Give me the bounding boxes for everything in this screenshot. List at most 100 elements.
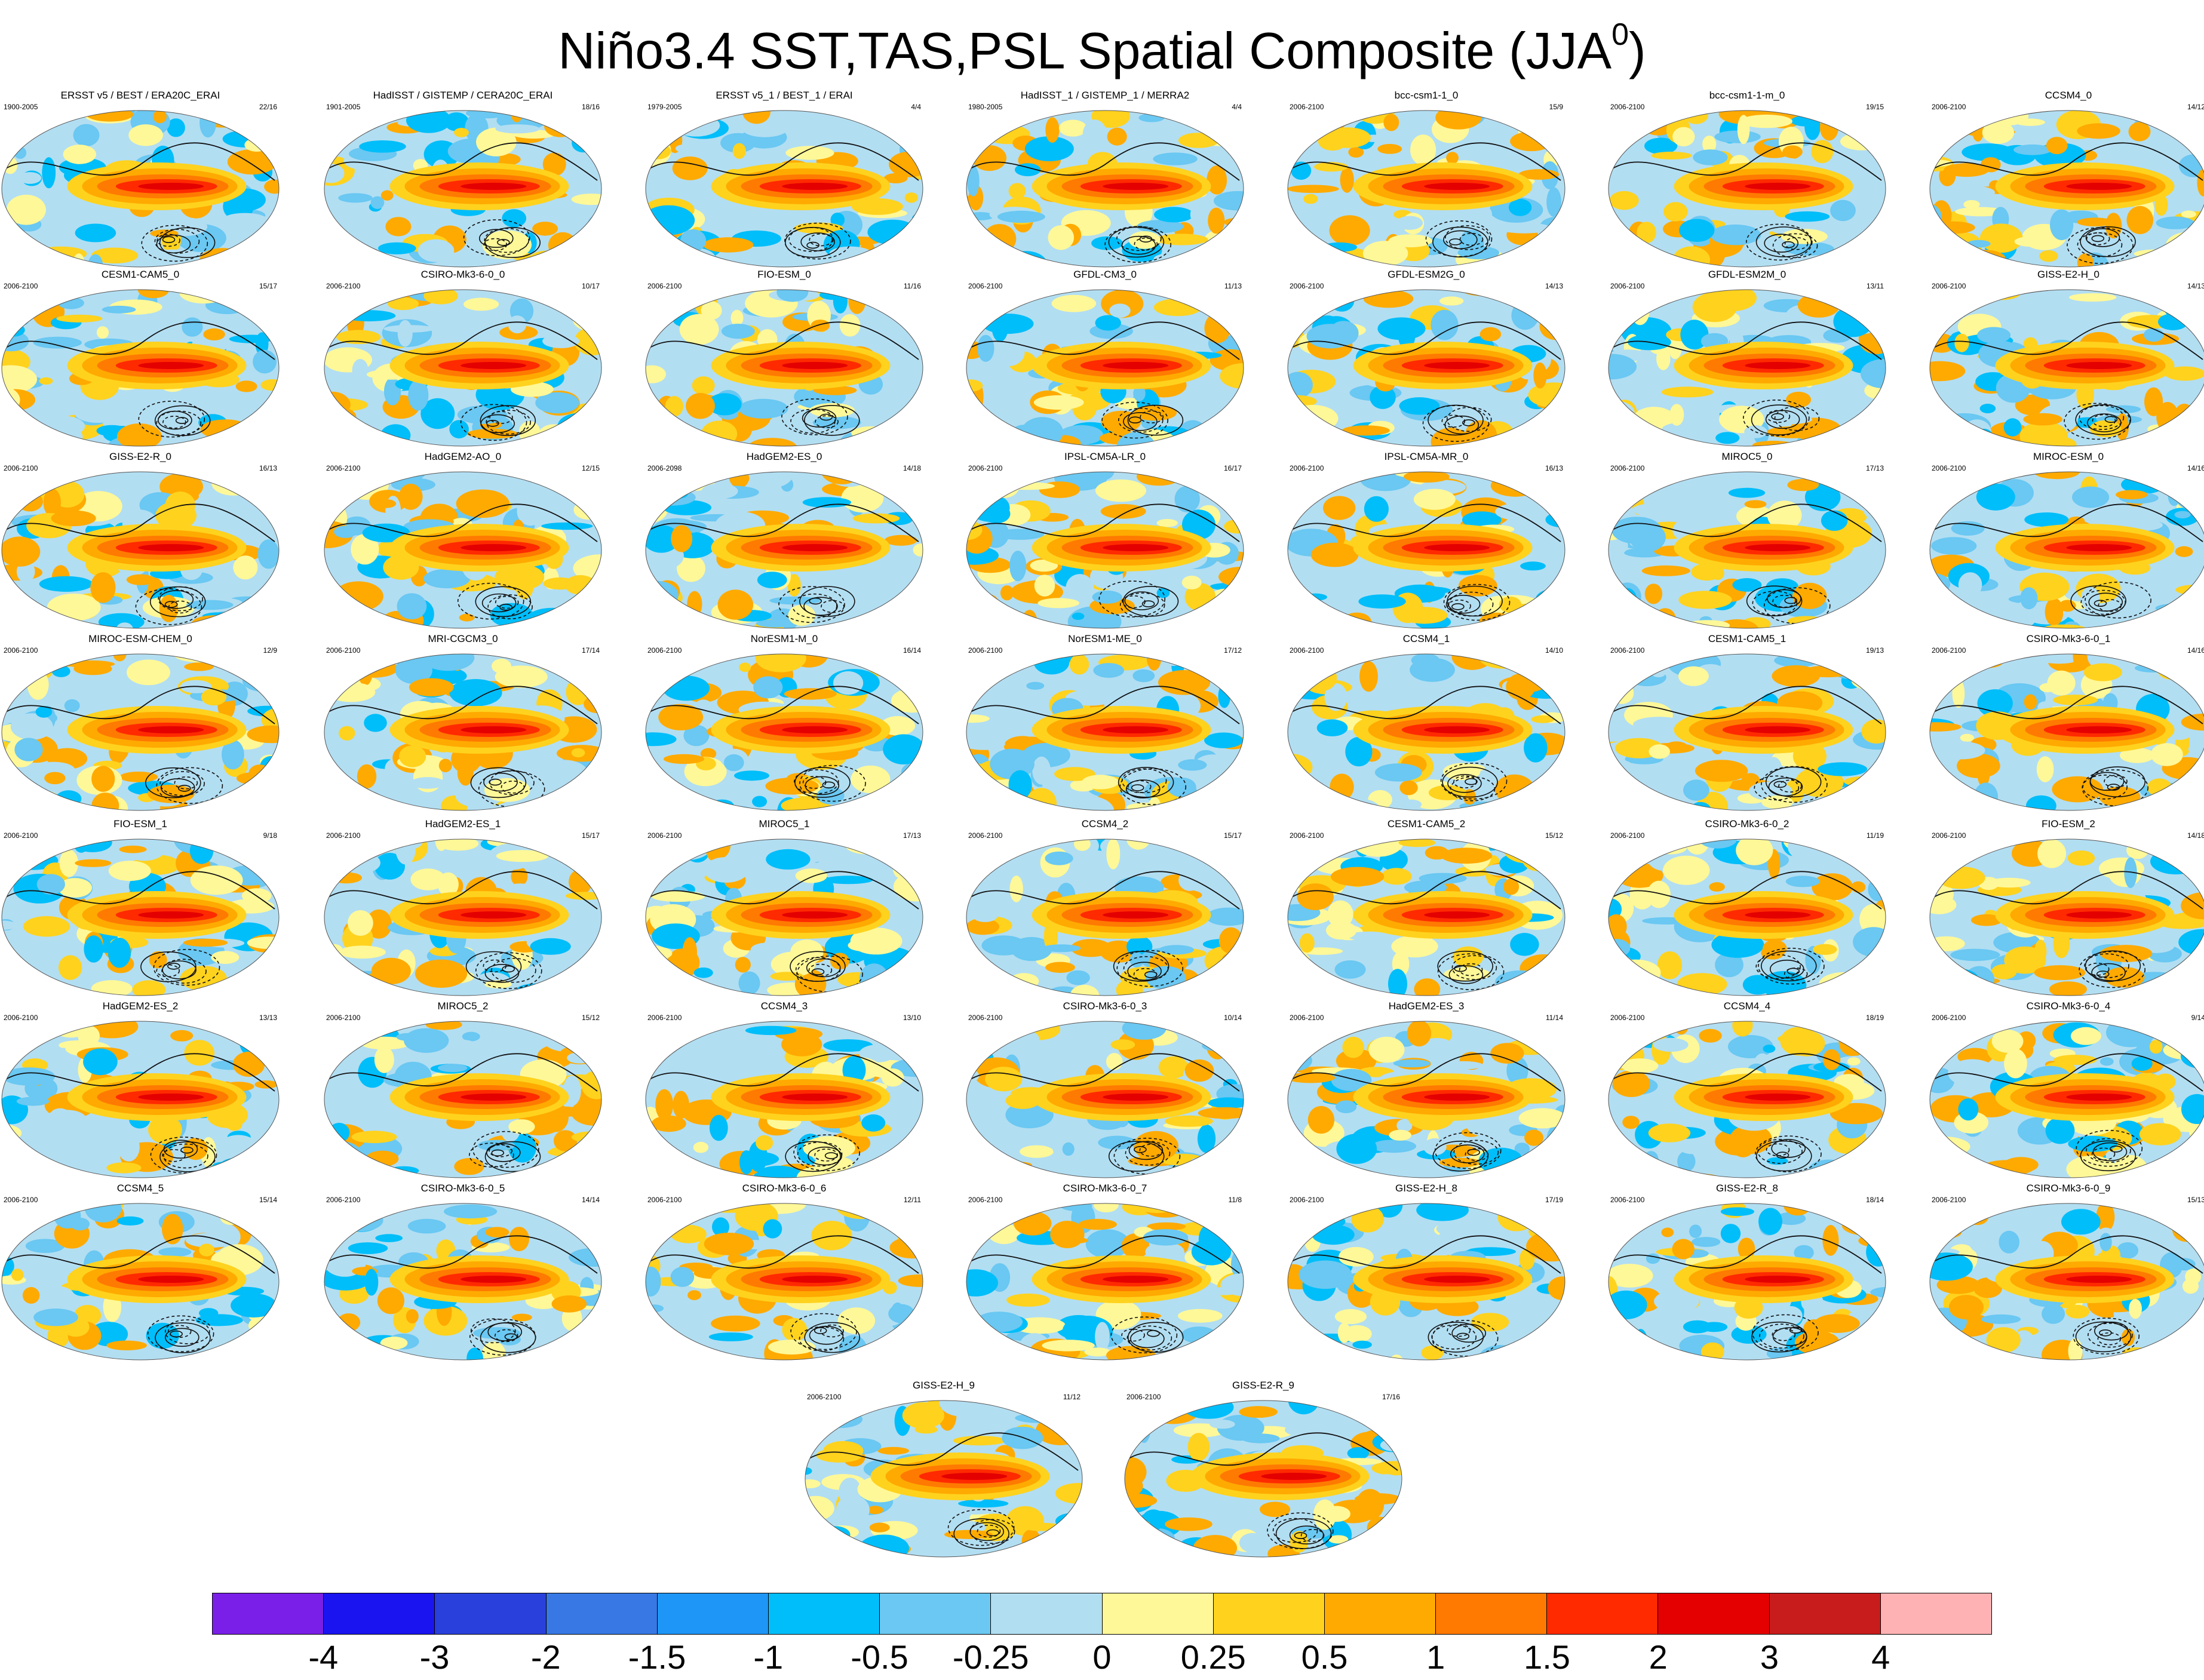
panel-title: FIO-ESM_1 <box>113 818 167 830</box>
panel-event-count: 12/15 <box>581 464 600 472</box>
panel-event-count: 11/13 <box>1224 282 1242 290</box>
panel-years: 2006-2100 <box>807 1393 842 1401</box>
panel-years: 2006-2100 <box>1932 831 1966 840</box>
panel-event-count: 14/18 <box>903 464 921 472</box>
page-title: Niño3.4 SST,TAS,PSL Spatial Composite (J… <box>558 17 1646 80</box>
composite-map <box>1 471 280 629</box>
panel-years: 2006-2100 <box>1610 103 1645 111</box>
map-panel: GISS-E2-R_9 2006-2100 17/16 <box>1123 1380 1404 1559</box>
panel-years: 2006-2100 <box>968 282 1003 290</box>
panel-event-count: 13/10 <box>903 1013 921 1022</box>
colorbar-box <box>1658 1593 1770 1634</box>
colorbar-tick-label: -3 <box>419 1638 450 1676</box>
panel-event-count: 17/13 <box>903 831 921 840</box>
composite-map <box>324 471 602 629</box>
panel-event-count: 12/9 <box>263 646 277 655</box>
map-panel: GISS-E2-H_9 2006-2100 11/12 <box>803 1380 1084 1559</box>
panel-event-count: 9/18 <box>263 831 277 840</box>
composite-map <box>645 110 923 268</box>
composite-map <box>966 471 1244 629</box>
composite-map <box>1608 1021 1886 1178</box>
panel-title: MIROC-ESM_0 <box>2033 451 2104 462</box>
map-panel: bcc-csm1-1_0 2006-2100 15/9 <box>1286 90 1567 269</box>
panel-years: 2006-2100 <box>326 282 361 290</box>
map-panel: GISS-E2-R_8 2006-2100 18/14 <box>1607 1183 1887 1362</box>
panel-years: 2006-2100 <box>4 646 38 655</box>
panel-title: CSIRO-Mk3-6-0_9 <box>2026 1183 2111 1194</box>
colorbar-box <box>1324 1593 1436 1634</box>
panel-years: 2006-2100 <box>1290 282 1324 290</box>
panel-title: CCSM4_0 <box>2045 90 2092 101</box>
panel-years: 2006-2100 <box>647 646 682 655</box>
panel-title: MIROC5_0 <box>1721 451 1773 462</box>
composite-map <box>324 289 602 447</box>
panel-title: HadISST_1 / GISTEMP_1 / MERRA2 <box>1020 90 1190 101</box>
map-panel: GFDL-ESM2M_0 2006-2100 13/11 <box>1607 269 1887 448</box>
panel-title: CSIRO-Mk3-6-0_6 <box>742 1183 827 1194</box>
composite-map <box>1608 471 1886 629</box>
panel-event-count: 4/4 <box>1232 103 1242 111</box>
colorbar-tick-label: -1.5 <box>628 1638 686 1676</box>
map-panel: MIROC5_1 2006-2100 17/13 <box>644 818 925 997</box>
composite-map <box>1929 1021 2204 1178</box>
composite-map <box>324 1021 602 1178</box>
map-panel: HadGEM2-ES_1 2006-2100 15/17 <box>323 818 603 997</box>
colorbar-tick-label: -1 <box>753 1638 784 1676</box>
panel-title: CSIRO-Mk3-6-0_1 <box>2026 633 2111 644</box>
panel-title: FIO-ESM_2 <box>2042 818 2095 830</box>
colorbar-tick-label: -0.5 <box>851 1638 908 1676</box>
panel-years: 2006-2100 <box>968 1013 1003 1022</box>
panel-title: MRI-CGCM3_0 <box>428 633 498 644</box>
panel-event-count: 16/13 <box>1545 464 1563 472</box>
colorbar <box>212 1593 1992 1635</box>
panel-years: 2006-2100 <box>968 464 1003 472</box>
composite-map <box>1929 653 2204 811</box>
map-panel: CSIRO-Mk3-6-0_0 2006-2100 10/17 <box>323 269 603 448</box>
composite-map <box>645 1021 923 1178</box>
panel-title: bcc-csm1-1-m_0 <box>1709 90 1785 101</box>
panel-event-count: 15/12 <box>1545 831 1563 840</box>
panel-title: IPSL-CM5A-MR_0 <box>1384 451 1469 462</box>
map-panel: HadGEM2-ES_2 2006-2100 13/13 <box>0 1000 281 1180</box>
composite-map <box>1 110 280 268</box>
panel-title: bcc-csm1-1_0 <box>1394 90 1459 101</box>
composite-map <box>1 1021 280 1178</box>
map-panel: FIO-ESM_0 2006-2100 11/16 <box>644 269 925 448</box>
map-panel: CESM1-CAM5_0 2006-2100 15/17 <box>0 269 281 448</box>
panel-years: 2006-2100 <box>1610 1013 1645 1022</box>
colorbar-tick-label: 1 <box>1426 1638 1445 1676</box>
panel-event-count: 9/14 <box>2191 1013 2204 1022</box>
composite-map <box>1929 471 2204 629</box>
composite-map <box>324 110 602 268</box>
composite-map <box>1929 110 2204 268</box>
colorbar-box <box>324 1593 435 1634</box>
map-panel: ERSST v5 / BEST / ERA20C_ERAI 1900-2005 22… <box>0 90 281 269</box>
colorbar-tick-label: -0.25 <box>952 1638 1029 1676</box>
composite-map <box>966 839 1244 996</box>
panel-years: 2006-2100 <box>1610 1196 1645 1204</box>
composite-map <box>1608 839 1886 996</box>
colorbar-box <box>657 1593 769 1634</box>
panel-title: CESM1-CAM5_2 <box>1387 818 1466 830</box>
panel-years: 2006-2100 <box>326 646 361 655</box>
composite-map <box>966 1203 1244 1360</box>
panel-event-count: 19/13 <box>1865 646 1884 655</box>
composite-map <box>1608 110 1886 268</box>
map-panel: CSIRO-Mk3-6-0_4 2006-2100 9/14 <box>1928 1000 2204 1180</box>
panel-years: 2006-2100 <box>1290 1013 1324 1022</box>
colorbar-box <box>768 1593 880 1634</box>
panel-event-count: 11/8 <box>1228 1196 1242 1204</box>
colorbar-box <box>880 1593 992 1634</box>
panel-event-count: 14/16 <box>2187 646 2204 655</box>
composite-map <box>966 110 1244 268</box>
colorbar-tick-label: 0.5 <box>1301 1638 1348 1676</box>
colorbar-box <box>435 1593 547 1634</box>
panel-years: 2006-2098 <box>647 464 682 472</box>
composite-map <box>324 839 602 996</box>
colorbar-box <box>1213 1593 1325 1634</box>
map-panel: HadGEM2-ES_0 2006-2098 14/18 <box>644 451 925 630</box>
colorbar-tick-label: 3 <box>1760 1638 1779 1676</box>
map-panel: HadISST_1 / GISTEMP_1 / MERRA2 1980-2005 4… <box>965 90 1245 269</box>
panel-title: IPSL-CM5A-LR_0 <box>1064 451 1146 462</box>
